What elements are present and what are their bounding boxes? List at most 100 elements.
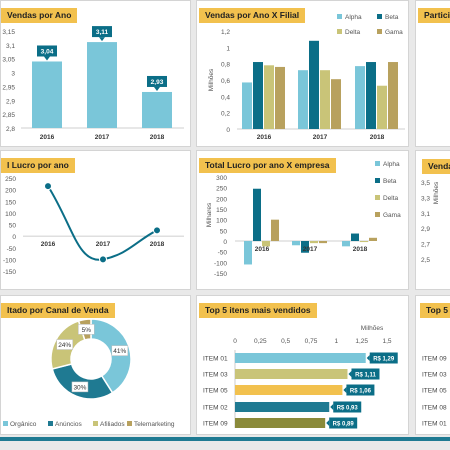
data-point bbox=[44, 182, 52, 191]
x-tick-label: 2018 bbox=[150, 134, 165, 141]
data-label: 3,04 bbox=[41, 48, 54, 55]
data-label-pointer bbox=[99, 37, 105, 42]
bar bbox=[298, 70, 308, 129]
y-tick-label: 250 bbox=[5, 176, 16, 183]
bar bbox=[355, 66, 365, 129]
y-tick-label: 300 bbox=[216, 175, 227, 182]
legend-label: Orgânico bbox=[10, 421, 37, 428]
bar bbox=[271, 219, 279, 241]
top5-chart: Milhões 0 0,25 0,5 0,75 1 1,25 1,5 ITEM 01 R$ 1,2… bbox=[203, 325, 398, 429]
bar bbox=[244, 241, 252, 265]
pie-slice bbox=[51, 363, 114, 400]
participacao-title: Participa bbox=[418, 8, 450, 23]
bar bbox=[242, 82, 252, 129]
data-label-box bbox=[37, 45, 57, 57]
x-tick-label: 2018 bbox=[150, 241, 165, 248]
legend-label: Delta bbox=[345, 29, 361, 36]
legend-swatch bbox=[93, 421, 98, 426]
x-tick-label: 2016 bbox=[40, 134, 55, 141]
bar bbox=[369, 237, 377, 241]
data-label-box bbox=[333, 401, 362, 413]
x-tick-label: 0,75 bbox=[305, 338, 318, 345]
y-tick-label: ITEM 05 bbox=[422, 388, 447, 395]
data-label-box bbox=[147, 75, 167, 87]
y-tick-label: ITEM 08 bbox=[422, 405, 447, 412]
lucro-ano-chart: 250 200 150 100 50 0 -50 -100 -150 2016 2017 2018 bbox=[3, 176, 184, 276]
y-tick-label: ITEM 03 bbox=[422, 372, 447, 379]
y-axis-title: Milhões bbox=[208, 68, 215, 91]
data-label-pointer bbox=[330, 404, 334, 410]
y-tick-label: -150 bbox=[214, 271, 227, 278]
x-tick-label: 2017 bbox=[96, 241, 111, 248]
bar bbox=[351, 233, 359, 241]
data-label: 3,11 bbox=[96, 29, 109, 36]
bar bbox=[142, 91, 172, 128]
data-label-box bbox=[56, 339, 73, 350]
x-tick-label: 0,25 bbox=[254, 338, 267, 345]
y-tick-label: -150 bbox=[3, 269, 16, 276]
bar bbox=[388, 62, 398, 129]
legend-swatch bbox=[377, 14, 382, 19]
y-tick-label: 3,1 bbox=[421, 211, 430, 218]
top5-card: Top 5 itens mais vendidos Milhões 0 0,25 0,… bbox=[196, 295, 409, 435]
bar bbox=[309, 40, 319, 129]
top5-right-title: Top 5 bbox=[420, 303, 450, 318]
legend-label: Gama bbox=[385, 29, 403, 36]
data-label-pointer bbox=[44, 56, 50, 61]
legend-label: Afiliados bbox=[100, 421, 125, 428]
canal-title: ltado por Canal de Venda bbox=[1, 303, 115, 318]
bar bbox=[310, 241, 318, 244]
y-tick-label: 0 bbox=[226, 127, 230, 134]
y-tick-label: 3,3 bbox=[421, 195, 430, 202]
legend-swatch bbox=[3, 421, 8, 426]
bar bbox=[235, 402, 330, 412]
legend-swatch bbox=[337, 29, 342, 34]
lucro-ano-card: l Lucro por ano 250 200 150 100 50 0 -50 -100 -1… bbox=[0, 150, 191, 290]
legend-swatch bbox=[48, 421, 53, 426]
legend-swatch bbox=[337, 14, 342, 19]
bar bbox=[360, 241, 368, 243]
y-tick-label: -50 bbox=[7, 246, 17, 253]
y-tick-label: 3,5 bbox=[421, 180, 430, 187]
bar bbox=[262, 241, 270, 247]
y-tick-label: 0,8 bbox=[221, 62, 230, 69]
x-tick-label: 2016 bbox=[41, 241, 56, 248]
vendas-right-axis: 3,5 3,3 3,1 2,9 2,7 2,5 Milhões bbox=[421, 180, 440, 264]
top5-title: Top 5 itens mais vendidos bbox=[199, 303, 317, 318]
vendas-filial-chart: 1,2 1 0,8 0,6 0,4 0,2 0 Milhões 2016 2017 2018 Alph… bbox=[208, 14, 405, 141]
data-label-box bbox=[92, 26, 112, 38]
data-label: R$ 1,29 bbox=[373, 357, 395, 363]
x-tick-label: 0,5 bbox=[281, 338, 290, 345]
y-tick-label: -50 bbox=[218, 250, 228, 257]
legend-label: Beta bbox=[385, 14, 399, 21]
vendas-ano-title: Vendas por Ano bbox=[1, 8, 78, 23]
y-tick-label: 250 bbox=[216, 186, 227, 193]
y-tick-label: 100 bbox=[5, 211, 16, 218]
data-label: 41% bbox=[113, 348, 126, 355]
x-tick-label: 2018 bbox=[353, 246, 368, 253]
y-tick-label: 2,9 bbox=[6, 98, 15, 105]
legend-label: Alpha bbox=[345, 14, 362, 21]
y-tick-label: ITEM 05 bbox=[203, 388, 228, 395]
data-label-pointer bbox=[348, 371, 352, 377]
y-tick-label: 1 bbox=[226, 45, 230, 52]
data-label-pointer bbox=[366, 355, 370, 361]
participacao-card: Participa bbox=[415, 0, 450, 147]
data-label-box bbox=[346, 384, 375, 396]
y-tick-label: 0,4 bbox=[221, 94, 230, 101]
data-label: R$ 0,89 bbox=[333, 422, 355, 428]
legend-swatch bbox=[127, 421, 132, 426]
y-tick-label: 2,85 bbox=[2, 112, 15, 119]
bar bbox=[235, 385, 343, 395]
y-tick-label: 2,95 bbox=[2, 84, 15, 91]
legend-label: Delta bbox=[383, 195, 399, 202]
y-tick-label: 50 bbox=[220, 228, 228, 235]
x-tick-label: 2018 bbox=[370, 134, 385, 141]
x-tick-label: 1 bbox=[335, 338, 339, 345]
y-tick-label: 3 bbox=[11, 71, 15, 78]
bar bbox=[292, 241, 300, 246]
data-label: 5% bbox=[82, 327, 92, 334]
y-tick-label: 3,1 bbox=[6, 43, 15, 50]
y-tick-label: 0 bbox=[12, 234, 16, 241]
data-label: R$ 0,93 bbox=[337, 406, 359, 412]
